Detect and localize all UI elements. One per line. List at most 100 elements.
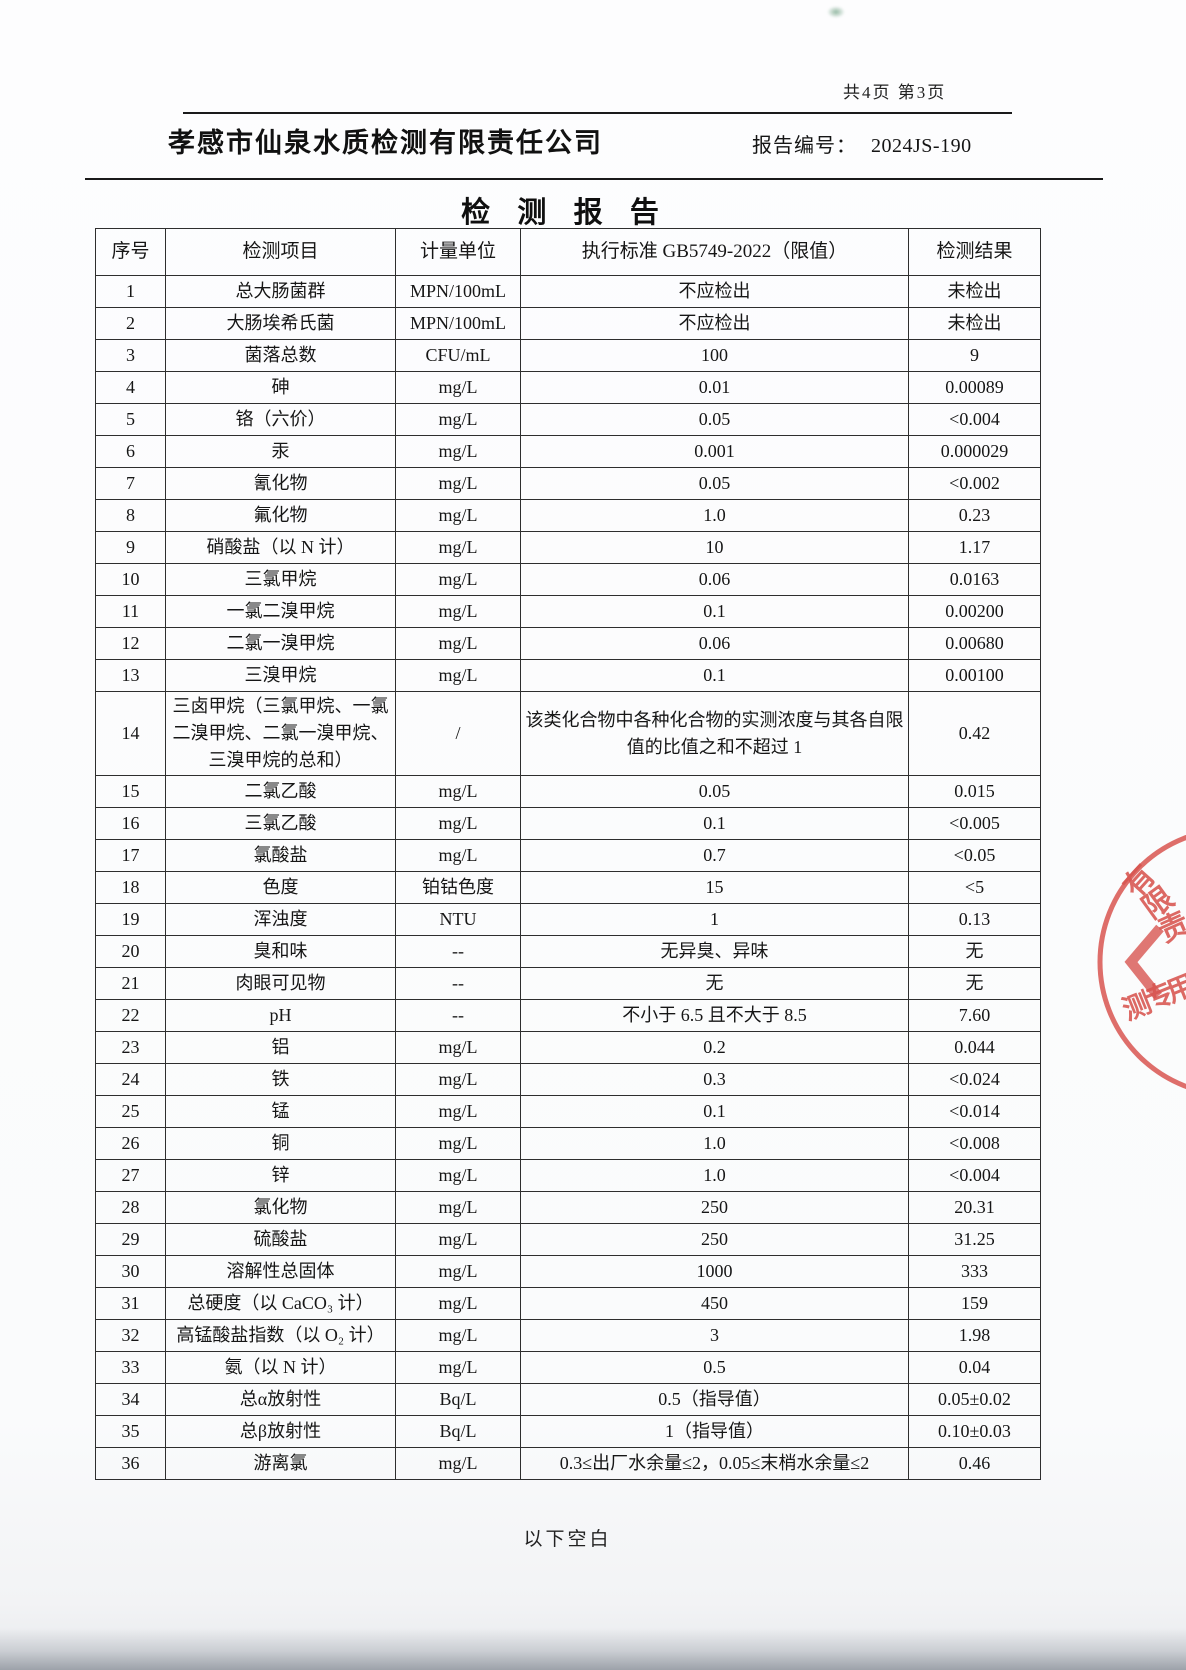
table-cell: mg/L [395,531,521,564]
table-cell: 2 [95,307,166,340]
table-row: 6 汞 mg/L 0.001 0.000029 [95,435,1041,468]
table-cell: 3 [520,1319,909,1352]
table-cell: mg/L [395,467,521,500]
table-cell: 450 [520,1287,909,1320]
table-cell: 总β放射性 [165,1415,396,1448]
table-cell: 0.00100 [908,659,1041,692]
table-cell: 一氯二溴甲烷 [165,595,396,628]
document-title: 检 测 报 告 [461,197,669,229]
table-cell: 13 [95,659,166,692]
table-cell: 总大肠菌群 [165,275,396,308]
table-cell: 氟化物 [165,499,396,532]
table-cell: 10 [520,531,909,564]
table-cell: 1.98 [908,1319,1041,1352]
table-cell: MPN/100mL [395,275,521,308]
table-cell: 0.3 [520,1063,909,1096]
table-cell: 三氯乙酸 [165,807,396,840]
table-cell: -- [395,935,521,968]
table-row: 7 氰化物 mg/L 0.05 <0.002 [95,467,1041,500]
table-cell: mg/L [395,1223,521,1256]
table-cell: mg/L [395,371,521,404]
table-cell: mg/L [395,1255,521,1288]
table-cell: <0.024 [908,1063,1041,1096]
table-row: 10 三氯甲烷 mg/L 0.06 0.0163 [95,563,1041,596]
table-row: 12 二氯一溴甲烷 mg/L 0.06 0.00680 [95,627,1041,660]
table-cell: 0.06 [520,627,909,660]
table-cell: 12 [95,627,166,660]
table-cell: mg/L [395,403,521,436]
table-cell: 29 [95,1223,166,1256]
table-row: 33 氨（以 N 计） mg/L 0.5 0.04 [95,1351,1041,1384]
table-row: 22 pH -- 不小于 6.5 且不大于 8.5 7.60 [95,999,1041,1032]
table-cell: 17 [95,839,166,872]
table-row: 20 臭和味 -- 无异臭、异味无 [95,935,1041,968]
table-cell: 6 [95,435,166,468]
table-cell: 0.015 [908,775,1041,808]
table-cell: 氰化物 [165,467,396,500]
table-cell: pH [165,999,396,1032]
table-cell: 氯化物 [165,1191,396,1224]
table-cell: 高锰酸盐指数（以 O₂ 计） [165,1319,396,1352]
table-cell: 0.05 [520,775,909,808]
table-cell: mg/L [395,807,521,840]
table-cell: <5 [908,871,1041,904]
table-cell: mg/L [395,1191,521,1224]
table-cell: 14 [95,691,166,776]
table-cell: mg/L [395,775,521,808]
table-row: 31 总硬度（以 CaCO₃ 计） mg/L 450 159 [95,1287,1041,1320]
table-cell: 11 [95,595,166,628]
table-cell: 20 [95,935,166,968]
table-cell: 菌落总数 [165,339,396,372]
table-cell: 0.1 [520,1095,909,1128]
col-header-result: 检测结果 [908,228,1041,276]
table-cell: 1（指导值） [520,1415,909,1448]
table-cell: 0.1 [520,807,909,840]
table-cell: 7 [95,467,166,500]
table-cell: 0.5（指导值） [520,1383,909,1416]
report-number: 报告编号： 2024JS-190 [752,129,972,158]
table-cell: 铂钴色度 [395,871,521,904]
table-cell: 20.31 [908,1191,1041,1224]
table-cell: 硝酸盐（以 N 计） [165,531,396,564]
table-cell: 未检出 [908,275,1041,308]
table-cell: NTU [395,903,521,936]
table-cell: 浑浊度 [165,903,396,936]
table-cell: 二氯乙酸 [165,775,396,808]
table-cell: 0.000029 [908,435,1041,468]
table-cell: 0.1 [520,659,909,692]
table-row: 35 总β放射性 Bq/L 1（指导值） 0.10±0.03 [95,1415,1041,1448]
table-cell: 30 [95,1255,166,1288]
table-header-row: 序号 检测项目 计量单位 执行标准 GB5749-2022（限值） 检测结果 [95,228,1041,276]
table-cell: mg/L [395,499,521,532]
table-cell: 1.0 [520,1159,909,1192]
table-cell: mg/L [395,1447,521,1480]
table-cell: 21 [95,967,166,1000]
table-cell: 三卤甲烷（三氯甲烷、一氯二溴甲烷、二氯一溴甲烷、三溴甲烷的总和） [165,691,396,776]
table-row: 30 溶解性总固体 mg/L 1000 333 [95,1255,1041,1288]
table-cell: <0.004 [908,403,1041,436]
table-row: 16 三氯乙酸 mg/L 0.1 <0.005 [95,807,1041,840]
table-cell: 9 [908,339,1041,372]
table-cell: 铜 [165,1127,396,1160]
report-number-value: 2024JS-190 [871,135,972,157]
page-number: 共4页 第3页 [843,83,947,102]
table-cell: 8 [95,499,166,532]
report-table-body: 1 总大肠菌群 MPN/100mL 不应检出 未检出 2 大肠埃希氏菌 MPN/100mL 不应… [95,275,1041,1480]
table-cell: 色度 [165,871,396,904]
table-cell: 250 [520,1191,909,1224]
table-cell: mg/L [395,1159,521,1192]
table-cell: 25 [95,1095,166,1128]
table-row: 36 游离氯 mg/L 0.3≤出厂水余量≤2，0.05≤末梢水余量≤2 0.46 [95,1447,1041,1480]
table-cell: 无 [520,967,909,1000]
header-rule-top [183,112,1012,114]
table-row: 17 氯酸盐 mg/L 0.7 <0.05 [95,839,1041,872]
stamp-star-icon [1124,924,1164,1000]
header-rule-main [85,178,1103,180]
table-cell: 未检出 [908,307,1041,340]
table-row: 28 氯化物 mg/L 250 20.31 [95,1191,1041,1224]
table-cell: 0.46 [908,1447,1041,1480]
table-cell: 铬（六价） [165,403,396,436]
table-cell: 0.06 [520,563,909,596]
table-cell: 0.05 [520,467,909,500]
